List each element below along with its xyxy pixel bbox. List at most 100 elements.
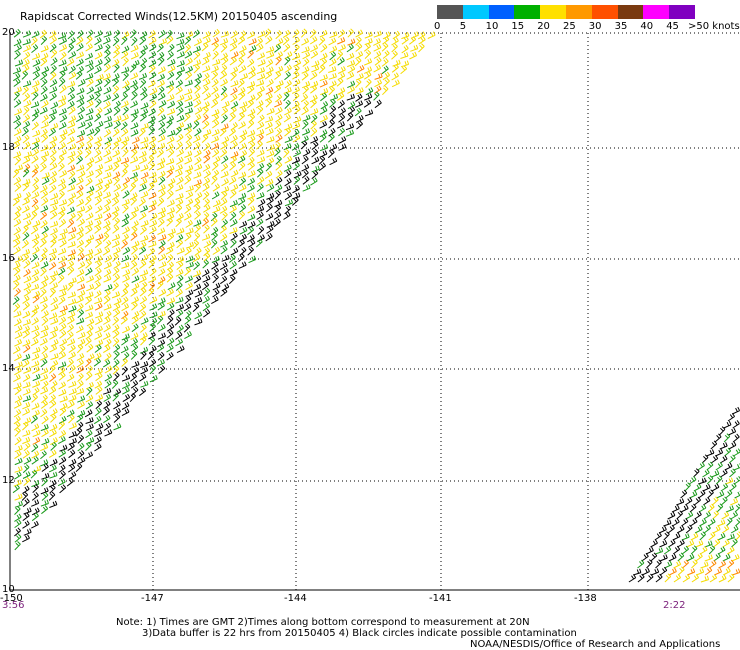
- colorbar-tick-label: 30: [588, 21, 602, 32]
- wind-barb: [22, 464, 30, 474]
- wind-barb: [76, 206, 86, 213]
- wind-barb: [392, 30, 401, 40]
- wind-barb: [708, 518, 716, 527]
- wind-barb: [166, 261, 174, 271]
- wind-barb: [39, 238, 47, 248]
- wind-barb: [77, 338, 86, 347]
- wind-barb: [184, 156, 193, 165]
- wind-barb: [275, 114, 283, 123]
- wind-barb: [103, 225, 111, 235]
- wind-barb: [192, 93, 201, 102]
- wind-barb: [301, 71, 309, 81]
- wind-barb: [355, 43, 363, 52]
- wind-barb: [166, 169, 174, 179]
- wind-barb: [130, 206, 139, 214]
- wind-barb: [104, 380, 112, 389]
- wind-barb: [176, 38, 185, 46]
- wind-barb: [157, 351, 165, 361]
- wind-barb: [194, 192, 203, 201]
- wind-barb: [203, 252, 211, 262]
- wind-barb: [67, 253, 76, 262]
- wind-barb: [22, 520, 30, 529]
- wind-barb: [31, 141, 40, 151]
- wind-barb: [320, 58, 328, 67]
- wind-barb: [202, 275, 211, 283]
- wind-barb: [712, 525, 721, 534]
- wind-barb: [637, 559, 645, 569]
- wind-barb: [131, 311, 140, 320]
- wind-barb: [717, 519, 726, 527]
- wind-barb: [22, 421, 29, 431]
- wind-barb: [14, 541, 21, 551]
- wind-barb: [40, 78, 48, 88]
- wind-barb: [68, 471, 77, 480]
- wind-barb: [194, 289, 203, 298]
- wind-barb: [49, 204, 58, 213]
- wind-barb: [192, 240, 200, 250]
- wind-barb: [112, 225, 120, 234]
- wind-barb: [129, 211, 137, 221]
- wind-barb: [14, 183, 22, 192]
- wind-barb: [158, 253, 167, 262]
- wind-barb: [75, 114, 84, 123]
- wind-barb: [364, 49, 372, 59]
- wind-barb: [68, 51, 77, 60]
- wind-barb: [677, 539, 685, 548]
- wind-barb: [103, 115, 112, 123]
- wind-barb: [112, 171, 121, 180]
- wind-barb: [94, 149, 102, 158]
- wind-barb: [202, 106, 209, 116]
- wind-barb: [31, 402, 40, 410]
- wind-barb: [94, 191, 103, 199]
- wind-barb: [149, 99, 157, 109]
- wind-barb: [113, 176, 120, 186]
- wind-barb: [166, 217, 173, 227]
- wind-barb: [310, 84, 318, 94]
- wind-barb: [76, 87, 85, 95]
- wind-barb: [157, 310, 166, 318]
- wind-barb: [211, 175, 218, 185]
- wind-barb: [220, 170, 229, 179]
- wind-barb: [283, 148, 290, 159]
- wind-barb: [671, 504, 680, 513]
- wind-barb: [58, 361, 67, 369]
- wind-barb: [166, 35, 174, 45]
- wind-barb: [23, 92, 31, 102]
- wind-barb: [300, 140, 308, 150]
- wind-barb: [157, 73, 166, 82]
- wind-barb: [94, 155, 103, 164]
- wind-barb: [76, 359, 84, 368]
- wind-barb: [184, 310, 192, 320]
- wind-barb: [166, 190, 174, 200]
- wind-barb: [156, 148, 164, 158]
- wind-barb: [239, 226, 248, 235]
- wind-barb: [131, 275, 140, 283]
- wind-barb: [22, 388, 31, 396]
- wind-barb: [237, 79, 245, 88]
- wind-barb: [147, 350, 155, 360]
- wind-barb: [238, 106, 247, 115]
- latitude-label: 14: [2, 363, 15, 374]
- wind-barb: [58, 190, 65, 200]
- wind-barb: [31, 275, 40, 284]
- wind-barb: [690, 545, 698, 555]
- wind-barb: [23, 507, 32, 515]
- wind-barb: [31, 283, 40, 291]
- wind-barb: [220, 141, 228, 150]
- wind-barb: [13, 409, 22, 418]
- wind-barb: [174, 164, 183, 172]
- wind-barb: [85, 267, 93, 276]
- wind-barb: [166, 119, 173, 129]
- wind-barb: [122, 176, 131, 186]
- wind-barb: [275, 169, 283, 179]
- wind-barb: [104, 198, 112, 208]
- wind-barb: [31, 148, 40, 157]
- wind-barb: [50, 296, 59, 306]
- wind-barb: [86, 78, 94, 87]
- wind-barb: [113, 136, 122, 145]
- wind-barb: [95, 107, 103, 116]
- wind-barb: [291, 142, 300, 151]
- wind-barb: [58, 108, 67, 116]
- wind-barb: [166, 51, 174, 61]
- wind-barb: [94, 113, 102, 122]
